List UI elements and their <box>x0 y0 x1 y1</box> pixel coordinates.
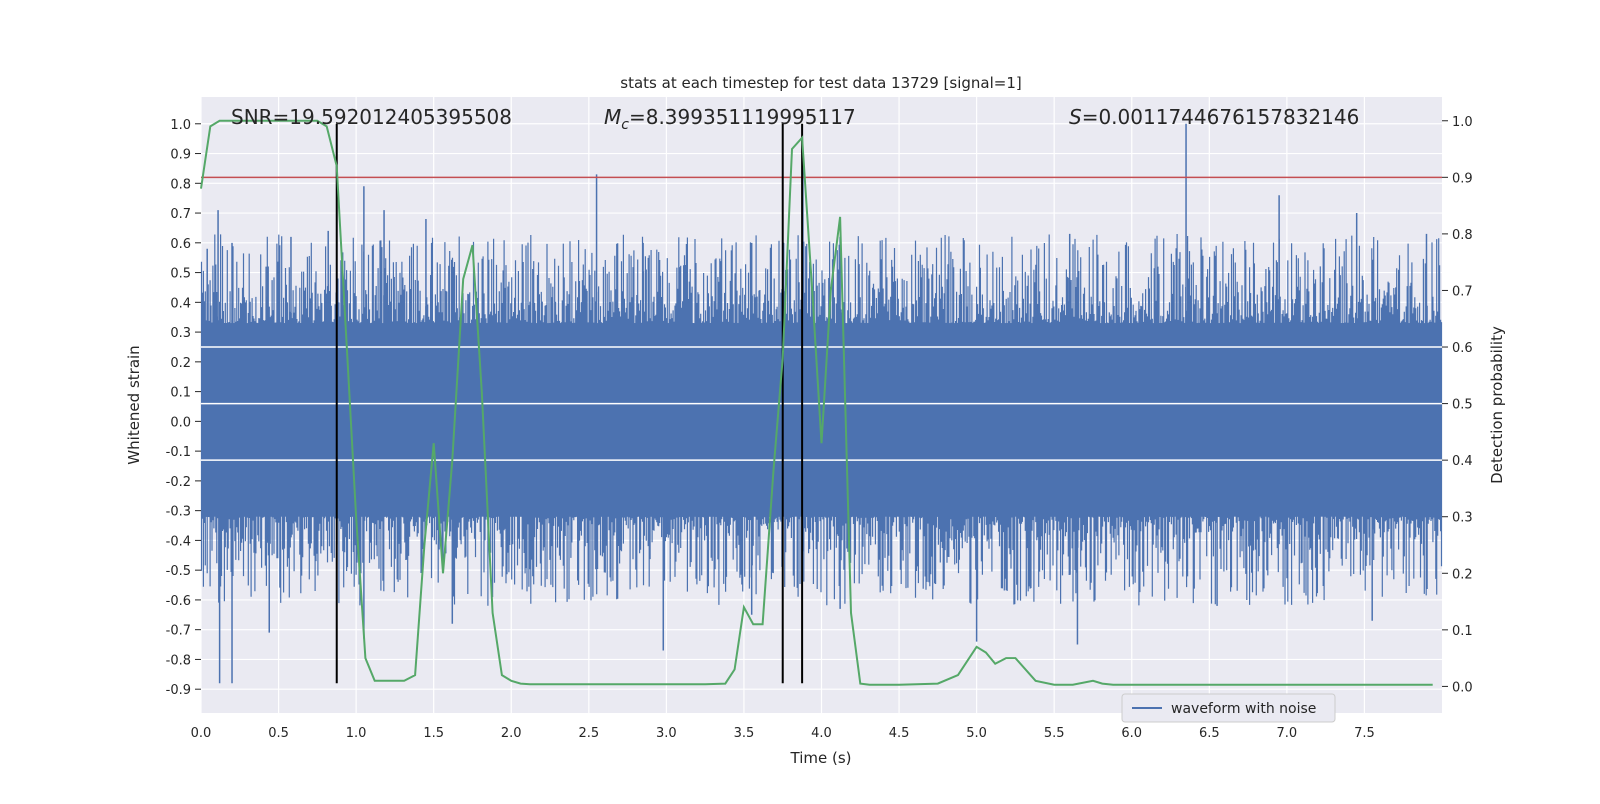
y-tick-label: -0.5 <box>166 564 191 579</box>
x-tick-label: 3.0 <box>656 726 677 741</box>
y-tick-label: 0.8 <box>170 177 191 192</box>
s-symbol: S <box>1069 105 1082 129</box>
x-tick-label: 7.5 <box>1354 726 1375 741</box>
y-tick-label: -0.1 <box>166 445 191 460</box>
y-tick-label: -0.3 <box>166 505 191 520</box>
y-tick-label: -0.6 <box>166 594 191 609</box>
y2-tick-label: 0.2 <box>1452 567 1473 582</box>
x-tick-label: 4.0 <box>811 726 832 741</box>
y-tick-label: 0.6 <box>170 237 191 252</box>
legend-box <box>1121 693 1336 723</box>
y-tick-label: 1.0 <box>170 118 191 133</box>
y2-tick-label: 0.1 <box>1452 624 1473 639</box>
y2-tick-label: 0.0 <box>1452 680 1473 695</box>
x-tick-label: 4.5 <box>889 726 910 741</box>
y-tick-label: -0.2 <box>166 475 191 490</box>
x-tick-label: 3.5 <box>734 726 755 741</box>
vertical-markers <box>335 123 804 684</box>
y-tick-label: -0.7 <box>166 624 191 639</box>
chirp-mass-symbol: M <box>604 105 621 129</box>
y-tick-labels: 1.0 0.9 0.8 0.7 0.6 0.5 0.4 0.3 0.2 0.1 0.0 -0.1 -0.… <box>166 118 201 698</box>
x-tick-label: 5.5 <box>1044 726 1065 741</box>
y2-tick-labels: 1.0 0.9 0.8 0.7 0.6 0.5 0.4 0.3 0.2 0.1 0.0 <box>1442 115 1473 695</box>
y2-tick-label: 0.9 <box>1452 171 1473 186</box>
white-bands <box>201 346 1442 461</box>
y-tick-label: 0.3 <box>170 326 191 341</box>
chart-title: stats at each timestep for test data 137… <box>620 74 1021 92</box>
y2-tick-label: 0.6 <box>1452 341 1473 356</box>
chirp-mass-annotation: Mc=8.399351119995117 <box>604 105 856 133</box>
x-tick-label: 2.5 <box>578 726 599 741</box>
chirp-mass-value: =8.399351119995117 <box>629 105 856 129</box>
x-tick-label: 6.0 <box>1121 726 1142 741</box>
s-annotation: S=0.0011744676157832146 <box>1069 105 1359 129</box>
x-tick-label: 5.0 <box>966 726 987 741</box>
y-tick-label: 0.2 <box>170 356 191 371</box>
x-tick-label: 1.0 <box>346 726 367 741</box>
y-axis-label: Whitened strain <box>125 345 143 464</box>
y-tick-label: -0.9 <box>166 683 191 698</box>
y2-tick-label: 0.4 <box>1452 454 1473 469</box>
x-tick-label: 0.0 <box>191 726 212 741</box>
x-tick-label: 6.5 <box>1199 726 1220 741</box>
x-tick-label: 7.0 <box>1277 726 1298 741</box>
y-tick-label: 0.7 <box>170 207 191 222</box>
x-axis-label: Time (s) <box>790 749 852 767</box>
y2-tick-label: 0.8 <box>1452 228 1473 243</box>
chirp-mass-subscript: c <box>621 117 629 133</box>
legend: waveform with noise <box>1121 693 1336 723</box>
y-tick-label: 0.0 <box>170 415 191 430</box>
y-tick-label: 0.1 <box>170 386 191 401</box>
s-value: =0.0011744676157832146 <box>1082 105 1360 129</box>
waveform-series <box>200 123 1443 684</box>
y2-tick-label: 0.7 <box>1452 284 1473 299</box>
detection-probability-line <box>200 119 1433 686</box>
legend-label: waveform with noise <box>1171 701 1316 717</box>
x-tick-label: 0.5 <box>268 726 289 741</box>
waveform-core-band <box>201 323 1442 517</box>
y-tick-label: 0.5 <box>170 267 191 282</box>
x-tick-labels: 0.0 0.5 1.0 1.5 2.0 2.5 3.0 3.5 4.0 4.5 5.0 5.5 6.0 6… <box>191 726 1375 741</box>
y-tick-label: -0.4 <box>166 534 191 549</box>
snr-annotation: SNR=19.592012405395508 <box>231 105 512 129</box>
y2-tick-label: 0.5 <box>1452 398 1473 413</box>
x-tick-label: 1.5 <box>423 726 444 741</box>
y2-tick-label: 1.0 <box>1452 115 1473 130</box>
y-tick-label: 0.9 <box>170 148 191 163</box>
y2-tick-label: 0.3 <box>1452 511 1473 526</box>
y-tick-label: 0.4 <box>170 296 191 311</box>
y-tick-label: -0.8 <box>166 653 191 668</box>
y2-axis-label: Detection probability <box>1488 326 1506 484</box>
x-tick-label: 2.0 <box>501 726 522 741</box>
